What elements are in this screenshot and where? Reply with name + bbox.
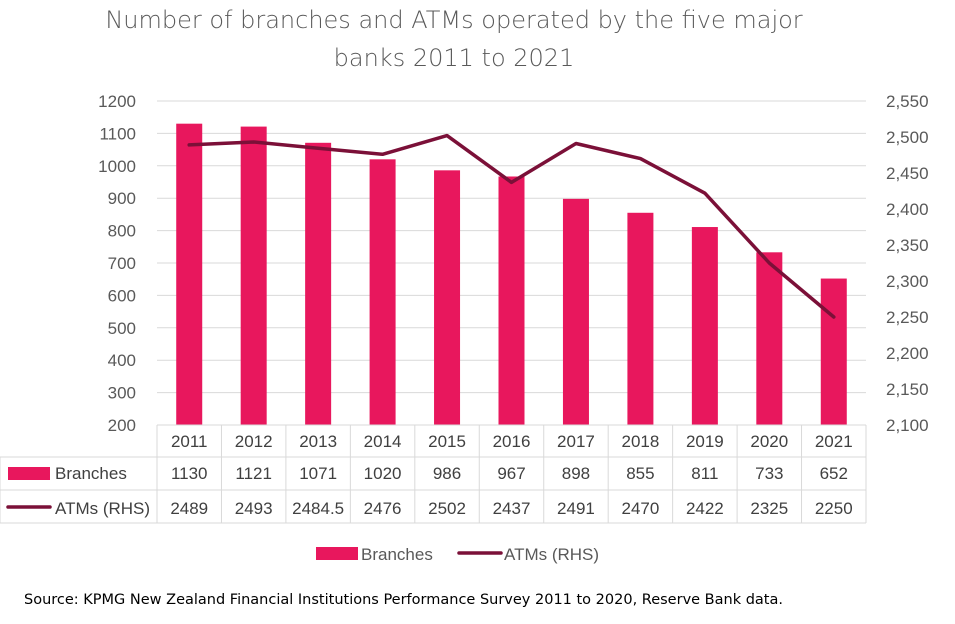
right-tick-label: 2,450 (886, 164, 929, 183)
chart-title-line-2: banks 2011 to 2021 (334, 44, 575, 72)
branch-bar (369, 159, 396, 425)
left-tick-label: 600 (108, 286, 136, 305)
table-value-branches: 1020 (364, 464, 402, 483)
table-value-atms: 2489 (170, 499, 208, 518)
table-value-atms: 2325 (750, 499, 788, 518)
table-category-label: 2020 (750, 432, 788, 451)
bars (176, 123, 847, 426)
table-category-label: 2015 (428, 432, 466, 451)
table-value-atms: 2470 (621, 499, 659, 518)
table-value-atms: 2250 (815, 499, 853, 518)
table-value-atms: 2502 (428, 499, 466, 518)
table-row-header: Branches (55, 464, 127, 483)
branch-bar (562, 198, 589, 425)
branch-bar (627, 212, 654, 425)
data-table: 2011 2012 2013 2014 2015 2016 2017 2018 2019 2020… (0, 424, 867, 524)
table-value-branches: 733 (755, 464, 783, 483)
source-note: Source: KPMG New Zealand Financial Insti… (24, 592, 783, 608)
atm-line (187, 133, 836, 319)
branch-bar (240, 126, 267, 425)
branch-bar (305, 142, 332, 425)
right-tick-label: 2,350 (886, 236, 929, 255)
table-value-branches: 1130 (171, 464, 208, 483)
table-value-atms: 2422 (686, 499, 724, 518)
branch-bar (756, 252, 783, 425)
atm-line-layer (187, 133, 836, 319)
right-tick-label: 2,250 (886, 308, 929, 327)
left-tick-label: 700 (108, 254, 136, 273)
legend-label: ATMs (RHS) (504, 545, 599, 564)
table-value-atms: 2437 (493, 499, 531, 518)
legend-label: Branches (361, 545, 433, 564)
right-tick-label: 2,300 (886, 272, 929, 291)
table-value-branches: 967 (497, 464, 525, 483)
right-tick-label: 2,150 (886, 380, 929, 399)
legend-branches-swatch (316, 547, 358, 560)
branch-bar (176, 123, 203, 426)
left-tick-label: 1100 (99, 124, 136, 143)
table-category-label: 2011 (171, 432, 208, 451)
table-value-atms: 2484.5 (292, 499, 344, 518)
left-axis: 200 300 400 500 600 700 800 900 1000 1100 1200 (98, 92, 136, 435)
table-value-atms: 2493 (235, 499, 273, 518)
table-category-label: 2012 (235, 432, 273, 451)
table-category-label: 2017 (557, 432, 595, 451)
left-tick-label: 500 (108, 319, 136, 338)
table-value-atms: 2476 (364, 499, 402, 518)
left-tick-label: 1200 (98, 92, 136, 111)
left-tick-label: 200 (108, 416, 136, 435)
branch-bar (434, 170, 461, 425)
table-category-label: 2013 (299, 432, 337, 451)
table-value-branches: 855 (626, 464, 654, 483)
table-category-label: 2019 (686, 432, 724, 451)
right-tick-label: 2,100 (886, 416, 929, 435)
table-category-label: 2021 (815, 432, 853, 451)
right-tick-label: 2,400 (886, 200, 929, 219)
table-value-atms: 2491 (557, 499, 595, 518)
chart-title-line-1: Number of branches and ATMs operated by … (105, 6, 802, 34)
table-branches-swatch (8, 467, 50, 480)
table-category-label: 2016 (493, 432, 531, 451)
right-axis: 2,100 2,150 2,200 2,250 2,300 2,350 2,400 2,450… (886, 92, 929, 435)
left-tick-label: 400 (108, 351, 136, 370)
left-tick-label: 1000 (98, 157, 136, 176)
table-value-branches: 811 (691, 464, 718, 483)
table-category-label: 2018 (621, 432, 659, 451)
table-category-label: 2014 (364, 432, 402, 451)
table-value-branches: 1071 (299, 464, 337, 483)
branch-bar (820, 278, 847, 425)
right-tick-label: 2,550 (886, 92, 929, 111)
right-tick-label: 2,200 (886, 344, 929, 363)
legend: Branches ATMs (RHS) (316, 545, 599, 564)
table-value-branches: 986 (433, 464, 461, 483)
table-row-header: ATMs (RHS) (55, 499, 150, 518)
left-tick-label: 800 (108, 222, 136, 241)
left-tick-label: 900 (108, 189, 136, 208)
table-value-branches: 652 (820, 464, 848, 483)
left-tick-label: 300 (108, 384, 136, 403)
table-value-branches: 898 (562, 464, 590, 483)
branch-bar (691, 227, 718, 425)
table-value-branches: 1121 (235, 464, 272, 483)
branch-bar (498, 176, 525, 425)
right-tick-label: 2,500 (886, 128, 929, 147)
